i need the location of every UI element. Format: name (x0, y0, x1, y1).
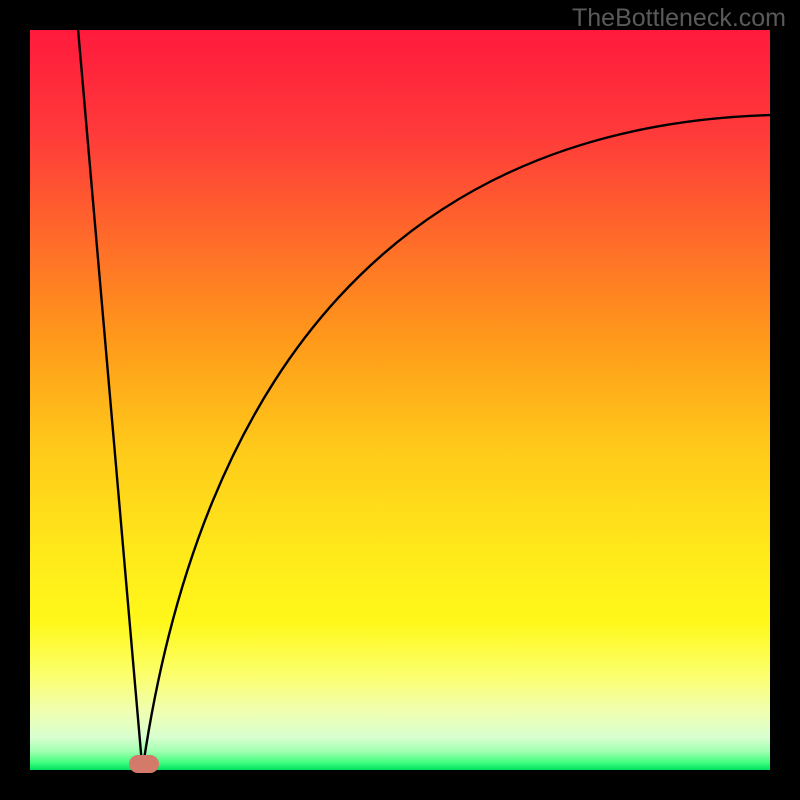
bottleneck-curve (30, 30, 770, 770)
plot-area (30, 30, 770, 770)
watermark-text: TheBottleneck.com (572, 4, 786, 33)
chart-canvas: TheBottleneck.com (0, 0, 800, 800)
optimal-marker (129, 755, 159, 773)
